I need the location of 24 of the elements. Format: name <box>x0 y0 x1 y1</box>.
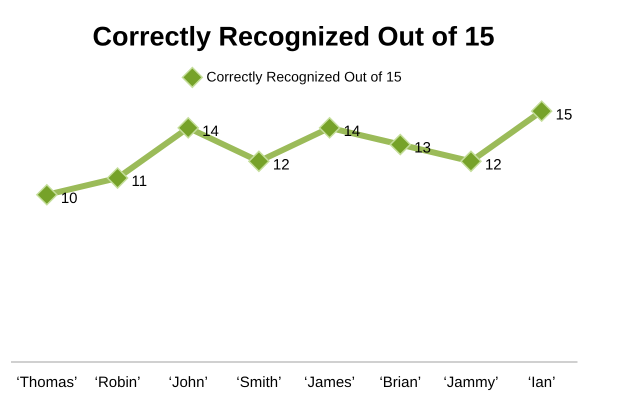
x-tick-label: ‘Smith’ <box>236 374 282 392</box>
point <box>177 117 199 139</box>
point <box>530 100 552 122</box>
x-tick-label: ‘Brian’ <box>379 374 422 392</box>
x-tick-label: ‘Ian’ <box>528 374 556 392</box>
x-tick-label: ‘Jammy’ <box>443 374 498 392</box>
data-label: 12 <box>484 156 502 174</box>
x-tick-label: ‘Thomas’ <box>16 374 78 392</box>
legend-label: Correctly Recognized Out of 15 <box>206 68 402 84</box>
point <box>36 184 58 206</box>
point <box>390 134 412 156</box>
data-label: 14 <box>202 122 219 140</box>
point <box>318 117 340 139</box>
data-label: 11 <box>132 173 148 190</box>
x-tick-label: ‘Robin’ <box>94 374 140 392</box>
data-label: 12 <box>272 156 290 174</box>
chart-title: Correctly Recognized Out of 15 <box>92 22 495 52</box>
point <box>460 150 482 172</box>
x-tick-label: ‘James’ <box>304 374 356 392</box>
point <box>248 150 270 172</box>
data-label: 15 <box>556 106 572 124</box>
point <box>106 167 128 189</box>
x-tick-label: ‘John’ <box>168 374 208 392</box>
data-label: 10 <box>60 190 78 207</box>
